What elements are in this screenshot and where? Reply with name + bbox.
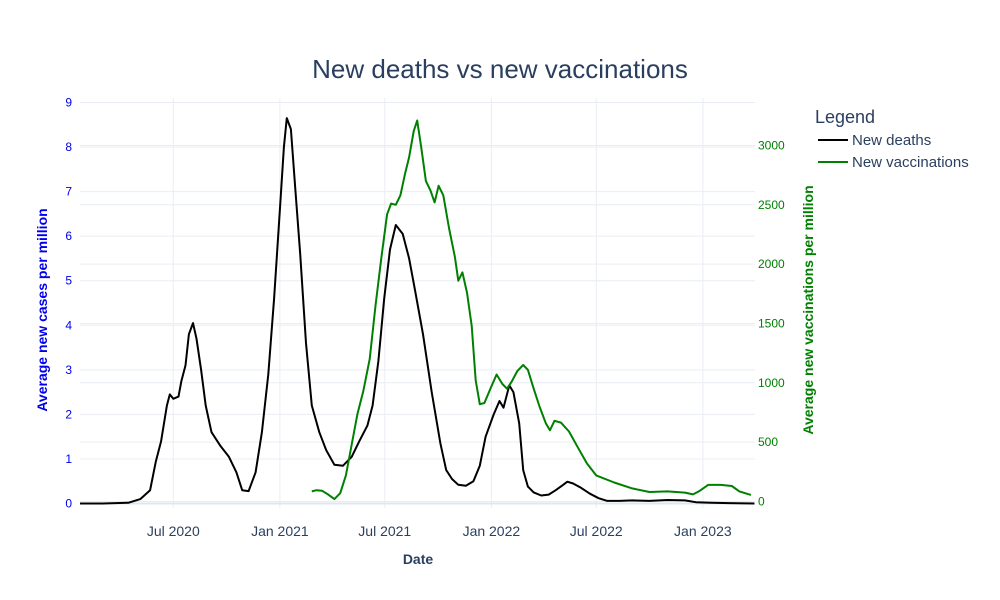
- y-left-tick-label: 1: [65, 452, 72, 466]
- y-left-tick-label: 3: [65, 363, 72, 377]
- y-left-tick-label: 2: [65, 407, 72, 421]
- x-axis-title: Date: [403, 551, 434, 567]
- y-right-tick-label: 3000: [758, 138, 785, 152]
- grid: [80, 98, 755, 508]
- x-tick-label: Jan 2022: [463, 523, 521, 539]
- y-axis-left-title: Average new cases per million: [34, 208, 50, 411]
- y-right-tick-label: 2500: [758, 198, 785, 212]
- y-right-tick-label: 1500: [758, 316, 785, 330]
- x-tick-label: Jul 2022: [570, 523, 623, 539]
- y-right-tick-label: 0: [758, 494, 765, 508]
- series-line-new-vaccinations: [311, 119, 752, 501]
- x-axis-ticks: Jul 2020 Jan 2021 Jul 2021 Jan 2022 Jul 2022…: [147, 523, 732, 539]
- series-lines: [80, 117, 755, 505]
- x-tick-label: Jul 2020: [147, 523, 200, 539]
- y-axis-left-ticks: 0 1 2 3 4 5 6 7 8 9: [65, 95, 72, 510]
- legend-title: Legend: [815, 107, 875, 127]
- chart-title: New deaths vs new vaccinations: [312, 54, 688, 84]
- y-axis-right-title: Average new vaccinations per million: [800, 185, 816, 434]
- y-right-tick-label: 1000: [758, 376, 785, 390]
- legend-label-new-deaths[interactable]: New deaths: [852, 132, 931, 149]
- y-right-tick-label: 500: [758, 435, 778, 449]
- legend: Legend New deaths New vaccinations: [815, 107, 969, 171]
- y-left-tick-label: 4: [65, 318, 72, 332]
- y-axis-right-ticks: 0 500 1000 1500 2000 2500 3000: [758, 138, 785, 508]
- legend-label-new-vaccinations[interactable]: New vaccinations: [852, 154, 969, 171]
- y-left-tick-label: 8: [65, 140, 72, 154]
- y-left-tick-label: 6: [65, 229, 72, 243]
- x-tick-label: Jan 2023: [674, 523, 732, 539]
- y-right-tick-label: 2000: [758, 257, 785, 271]
- y-left-tick-label: 9: [65, 95, 72, 109]
- x-tick-label: Jul 2021: [358, 523, 411, 539]
- x-tick-label: Jan 2021: [251, 523, 309, 539]
- y-left-tick-label: 0: [65, 497, 72, 511]
- y-left-tick-label: 5: [65, 274, 72, 288]
- series-line-new-deaths: [80, 117, 755, 505]
- y-left-tick-label: 7: [65, 185, 72, 199]
